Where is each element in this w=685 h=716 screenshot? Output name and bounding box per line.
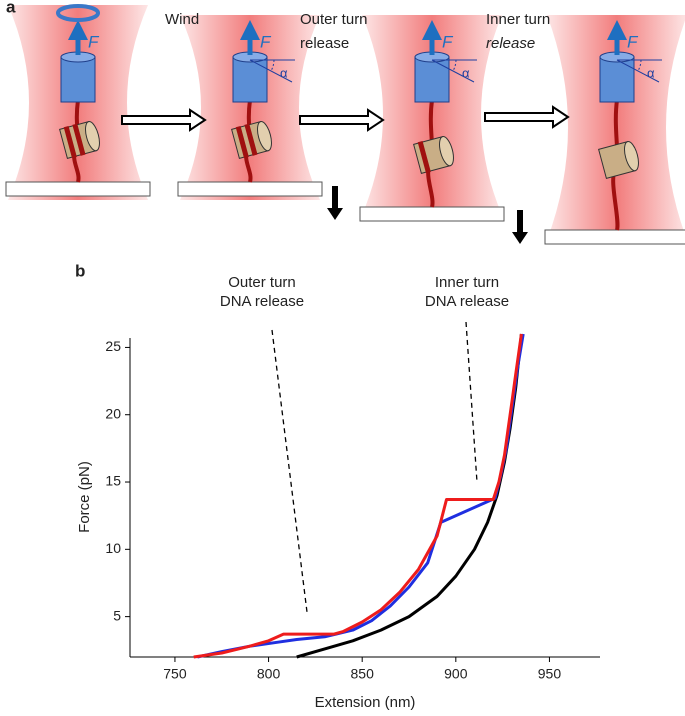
dna-wrap <box>63 125 77 159</box>
dna-wrap <box>417 140 431 174</box>
step-label: Outer turn <box>300 11 368 28</box>
y-axis-label: Force (pN) <box>76 461 93 533</box>
coverslip <box>177 181 323 197</box>
y-tick-label: 5 <box>113 607 121 623</box>
coverslip <box>544 229 685 245</box>
coverslip <box>5 181 151 197</box>
histone-face <box>85 121 100 152</box>
x-tick-label: 850 <box>351 666 375 682</box>
bead-body <box>599 56 635 103</box>
annotation: Outer turn <box>228 274 296 291</box>
x-tick-label: 800 <box>257 666 281 682</box>
histone-face <box>624 141 639 172</box>
panel-label: a <box>6 0 16 16</box>
x-tick-label: 950 <box>538 666 562 682</box>
bead-body <box>232 56 268 103</box>
force-label: F <box>627 32 639 51</box>
descent-arrow <box>512 210 528 244</box>
angle-arm <box>249 59 293 83</box>
step-label: release <box>486 35 535 52</box>
angle-arc <box>637 59 642 72</box>
y-tick-label: 15 <box>105 473 121 489</box>
angle-arm <box>431 59 475 83</box>
y-tick-label: 25 <box>105 338 121 354</box>
bead-body <box>414 56 450 103</box>
annotation-pointer <box>271 329 308 613</box>
angle-arc <box>452 59 457 72</box>
dna-wrap <box>244 123 258 156</box>
step-arrow <box>299 108 385 132</box>
annotation: DNA release <box>220 293 304 310</box>
histone-face <box>257 121 272 152</box>
annotation: Inner turn <box>435 274 499 291</box>
angle-label: α <box>462 65 470 80</box>
nucleosome <box>59 121 100 159</box>
nucleosome <box>598 141 639 179</box>
angle-label: α <box>647 65 655 80</box>
x-axis-label: Extension (nm) <box>315 694 416 711</box>
nucleosome <box>413 136 454 174</box>
angle-label: α <box>280 65 288 80</box>
step-arrow <box>121 108 207 132</box>
rotation-icon <box>56 4 100 22</box>
angle-arc <box>270 59 275 72</box>
force-trace <box>197 333 525 659</box>
coverslip <box>359 206 505 222</box>
y-tick-label: 10 <box>105 540 121 556</box>
step-label: Inner turn <box>486 11 550 28</box>
plot: 750 800 850 900 950 5 10 15 20 25 <box>105 333 600 682</box>
step-arrow <box>484 105 570 129</box>
force-label: F <box>88 32 100 51</box>
force-label: F <box>260 32 272 51</box>
angle-arm <box>616 59 660 83</box>
dna-wrap <box>72 123 86 156</box>
histone-face <box>439 136 454 167</box>
bead-body <box>60 56 96 103</box>
force-label: F <box>442 32 454 51</box>
step-label: Wind <box>165 11 199 28</box>
annotation-pointer <box>465 321 478 483</box>
dna-wrap <box>235 125 249 159</box>
annotation: DNA release <box>425 293 509 310</box>
panel-label: b <box>75 261 85 280</box>
descent-arrow <box>327 186 343 220</box>
y-tick-label: 20 <box>105 405 121 421</box>
force-trace <box>296 333 523 659</box>
nucleosome <box>231 121 272 159</box>
x-tick-label: 900 <box>444 666 468 682</box>
x-tick-label: 750 <box>163 666 187 682</box>
step-label: release <box>300 35 349 52</box>
force-trace <box>193 333 523 659</box>
